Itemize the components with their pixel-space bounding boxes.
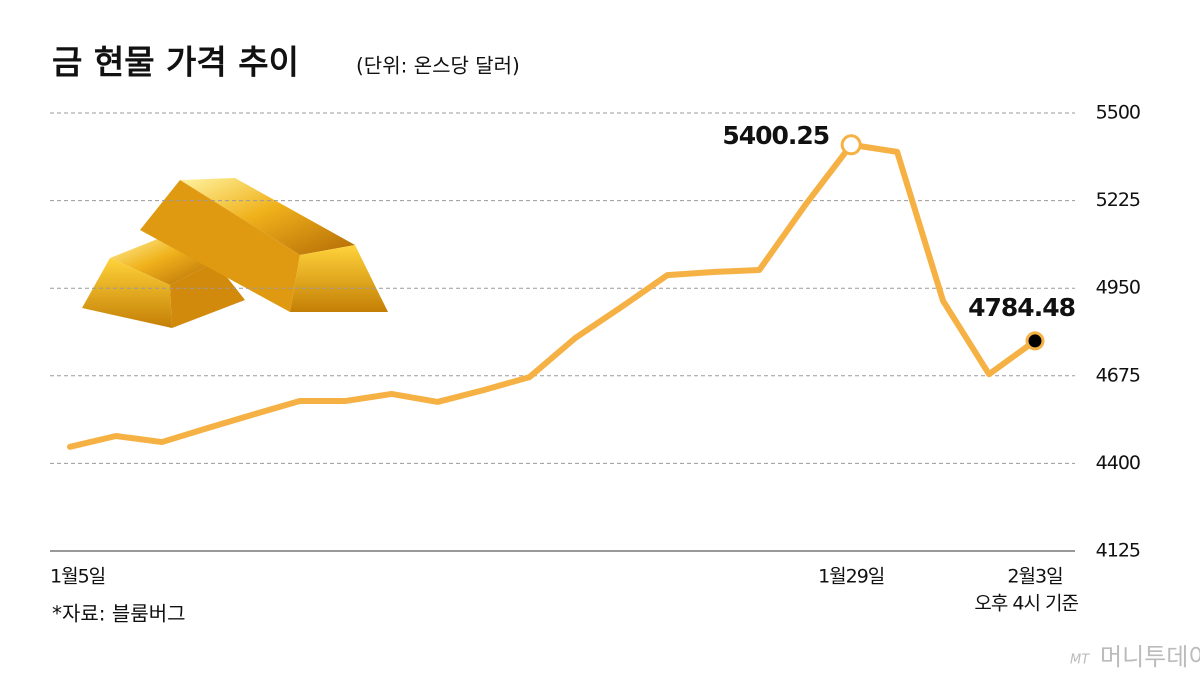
price-line xyxy=(67,141,1038,450)
last-marker xyxy=(1025,331,1045,351)
x-tick-label: 1월29일 xyxy=(818,566,884,588)
y-tick-label: 5225 xyxy=(1096,189,1140,211)
peak-label: 5400.25 xyxy=(722,121,829,150)
y-tick-label: 5500 xyxy=(1096,102,1140,124)
chart-subtitle: (단위: 온스당 달러) xyxy=(356,54,520,78)
x-tick-label: 2월3일 xyxy=(1007,566,1062,588)
x-tick-label: 1월5일 xyxy=(50,566,105,588)
x-time-note: 오후 4시 기준 xyxy=(974,593,1078,615)
gold-bars-illustration xyxy=(82,178,388,328)
source: *자료: 블룸버그 xyxy=(52,602,186,626)
y-tick-label: 4400 xyxy=(1096,452,1140,474)
watermark: 머니투데이 xyxy=(1100,643,1200,671)
y-tick-label: 4125 xyxy=(1096,540,1140,562)
peak-marker xyxy=(840,134,862,156)
y-tick-label: 4950 xyxy=(1096,277,1140,299)
last-label: 4784.48 xyxy=(968,293,1075,322)
y-tick-label: 4675 xyxy=(1096,364,1140,386)
chart-title: 금 현물 가격 추이 xyxy=(52,43,299,82)
watermark-logo: MT xyxy=(1070,653,1090,668)
